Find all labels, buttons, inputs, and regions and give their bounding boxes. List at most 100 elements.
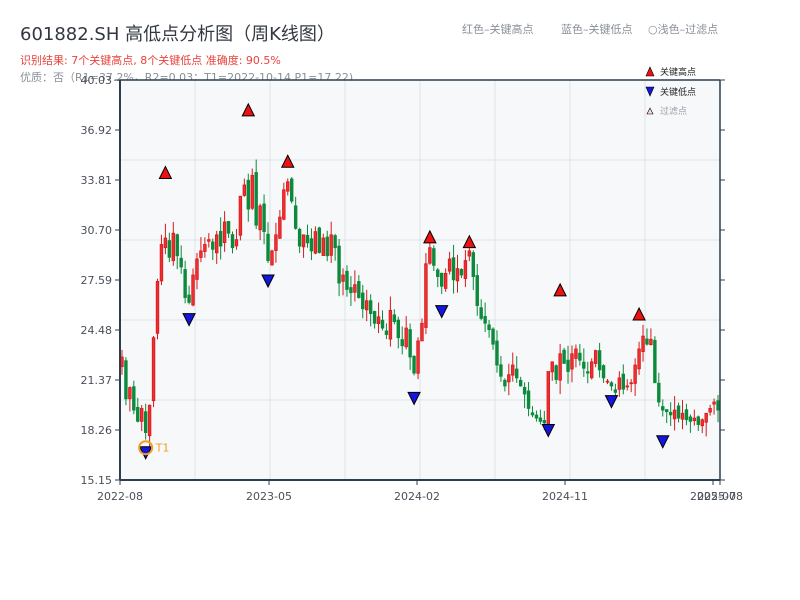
candle-up xyxy=(590,361,594,379)
candle-down xyxy=(459,269,464,276)
candle-down xyxy=(183,269,187,298)
x-tick-label: 2025-07 xyxy=(690,490,736,503)
candle-up xyxy=(507,374,511,383)
key-point-markers: T1 xyxy=(138,102,670,460)
candle-up xyxy=(278,216,282,239)
key-high-marker xyxy=(158,165,173,180)
candle-up xyxy=(420,322,424,342)
candle-up xyxy=(159,244,164,282)
legend-entry-label: 过滤点 xyxy=(660,105,687,117)
candle-down xyxy=(684,409,689,421)
candle-up xyxy=(388,309,393,340)
candle-up xyxy=(270,250,274,266)
key-low-marker xyxy=(261,274,275,289)
candle-up xyxy=(558,353,562,381)
x-tick-label: 2024-11 xyxy=(542,490,588,503)
candle-up xyxy=(672,409,677,420)
candle-down xyxy=(400,339,404,347)
y-tick-label: 30.70 xyxy=(81,224,113,237)
key-high-marker xyxy=(462,234,477,249)
x-tick-label: 2024-02 xyxy=(394,490,440,503)
candle-down xyxy=(290,178,294,202)
candle-up xyxy=(546,371,550,428)
candle-down xyxy=(380,319,385,329)
x-tick-label: 2022-08 xyxy=(97,490,143,503)
candle-down xyxy=(246,179,250,210)
candle-down xyxy=(396,319,400,339)
candle-down xyxy=(503,379,507,387)
key-low-marker xyxy=(655,435,670,449)
key-high-marker xyxy=(280,154,295,168)
candle-up xyxy=(617,377,622,390)
candle-up xyxy=(633,364,637,384)
candle-down xyxy=(254,172,258,226)
candle-up xyxy=(313,231,318,254)
candle-up xyxy=(215,234,219,254)
y-tick-label: 40.03 xyxy=(81,74,113,87)
candle-down xyxy=(337,245,341,284)
candle-up xyxy=(282,189,286,220)
legend-filtered-icon xyxy=(646,107,654,115)
candle-up xyxy=(637,348,641,370)
candle-up xyxy=(463,260,468,279)
legend-red-key-highs: 红色–关键高点 xyxy=(462,23,534,36)
candle-down xyxy=(657,382,661,403)
candle-down xyxy=(601,365,606,379)
candle-down xyxy=(357,281,361,298)
key-low-marker xyxy=(434,305,449,319)
candle-down xyxy=(676,405,681,419)
candle-down xyxy=(262,203,266,233)
candle-up xyxy=(120,356,124,368)
candle-down xyxy=(566,359,570,372)
chart-title: 601882.SH 高低点分析图（周K线图） xyxy=(20,24,335,45)
legend-low-icon xyxy=(645,86,655,97)
candle-up xyxy=(329,234,333,256)
candle-down xyxy=(515,368,519,379)
key-high-marker xyxy=(553,282,567,297)
candle-down xyxy=(392,314,397,323)
candle-up xyxy=(140,408,144,422)
candle-up xyxy=(199,250,203,258)
candle-down xyxy=(372,311,377,324)
candle-up xyxy=(416,340,420,374)
candle-up xyxy=(704,412,708,423)
candle-down xyxy=(226,221,231,234)
y-tick-label: 15.15 xyxy=(81,474,113,487)
candle-down xyxy=(597,350,602,371)
candle-down xyxy=(487,324,491,331)
candle-down xyxy=(578,352,582,361)
y-tick-label: 18.26 xyxy=(81,424,113,437)
key-low-marker xyxy=(541,424,556,438)
candle-up xyxy=(641,335,645,353)
candle-down xyxy=(349,287,353,294)
candle-down xyxy=(716,400,720,411)
candle-up xyxy=(238,195,243,236)
candle-up xyxy=(203,244,207,252)
candle-down xyxy=(440,272,444,287)
candle-up xyxy=(424,263,428,328)
candle-up xyxy=(353,284,357,293)
candle-down xyxy=(562,349,566,364)
candle-down xyxy=(345,270,349,290)
candle-up xyxy=(629,382,633,385)
candle-up xyxy=(365,300,369,311)
candle-up xyxy=(376,316,381,324)
candle-down xyxy=(384,330,389,335)
candle-down xyxy=(538,417,543,422)
candle-down xyxy=(613,389,618,393)
candle-up xyxy=(570,353,574,370)
candle-up xyxy=(128,387,132,400)
candle-up xyxy=(455,268,460,282)
key-high-marker xyxy=(241,102,256,117)
candle-down xyxy=(179,257,183,268)
candle-up xyxy=(234,239,239,247)
candle-down xyxy=(230,234,235,249)
candle-down xyxy=(661,406,665,411)
candle-up xyxy=(700,419,704,427)
candle-up xyxy=(574,348,578,359)
result-summary: 识别结果: 7个关键高点, 8个关键低点 准确度: 90.5% xyxy=(20,54,281,67)
candle-down xyxy=(665,409,669,413)
candle-down xyxy=(325,236,329,257)
candle-down xyxy=(554,365,558,380)
candle-down xyxy=(408,329,412,358)
